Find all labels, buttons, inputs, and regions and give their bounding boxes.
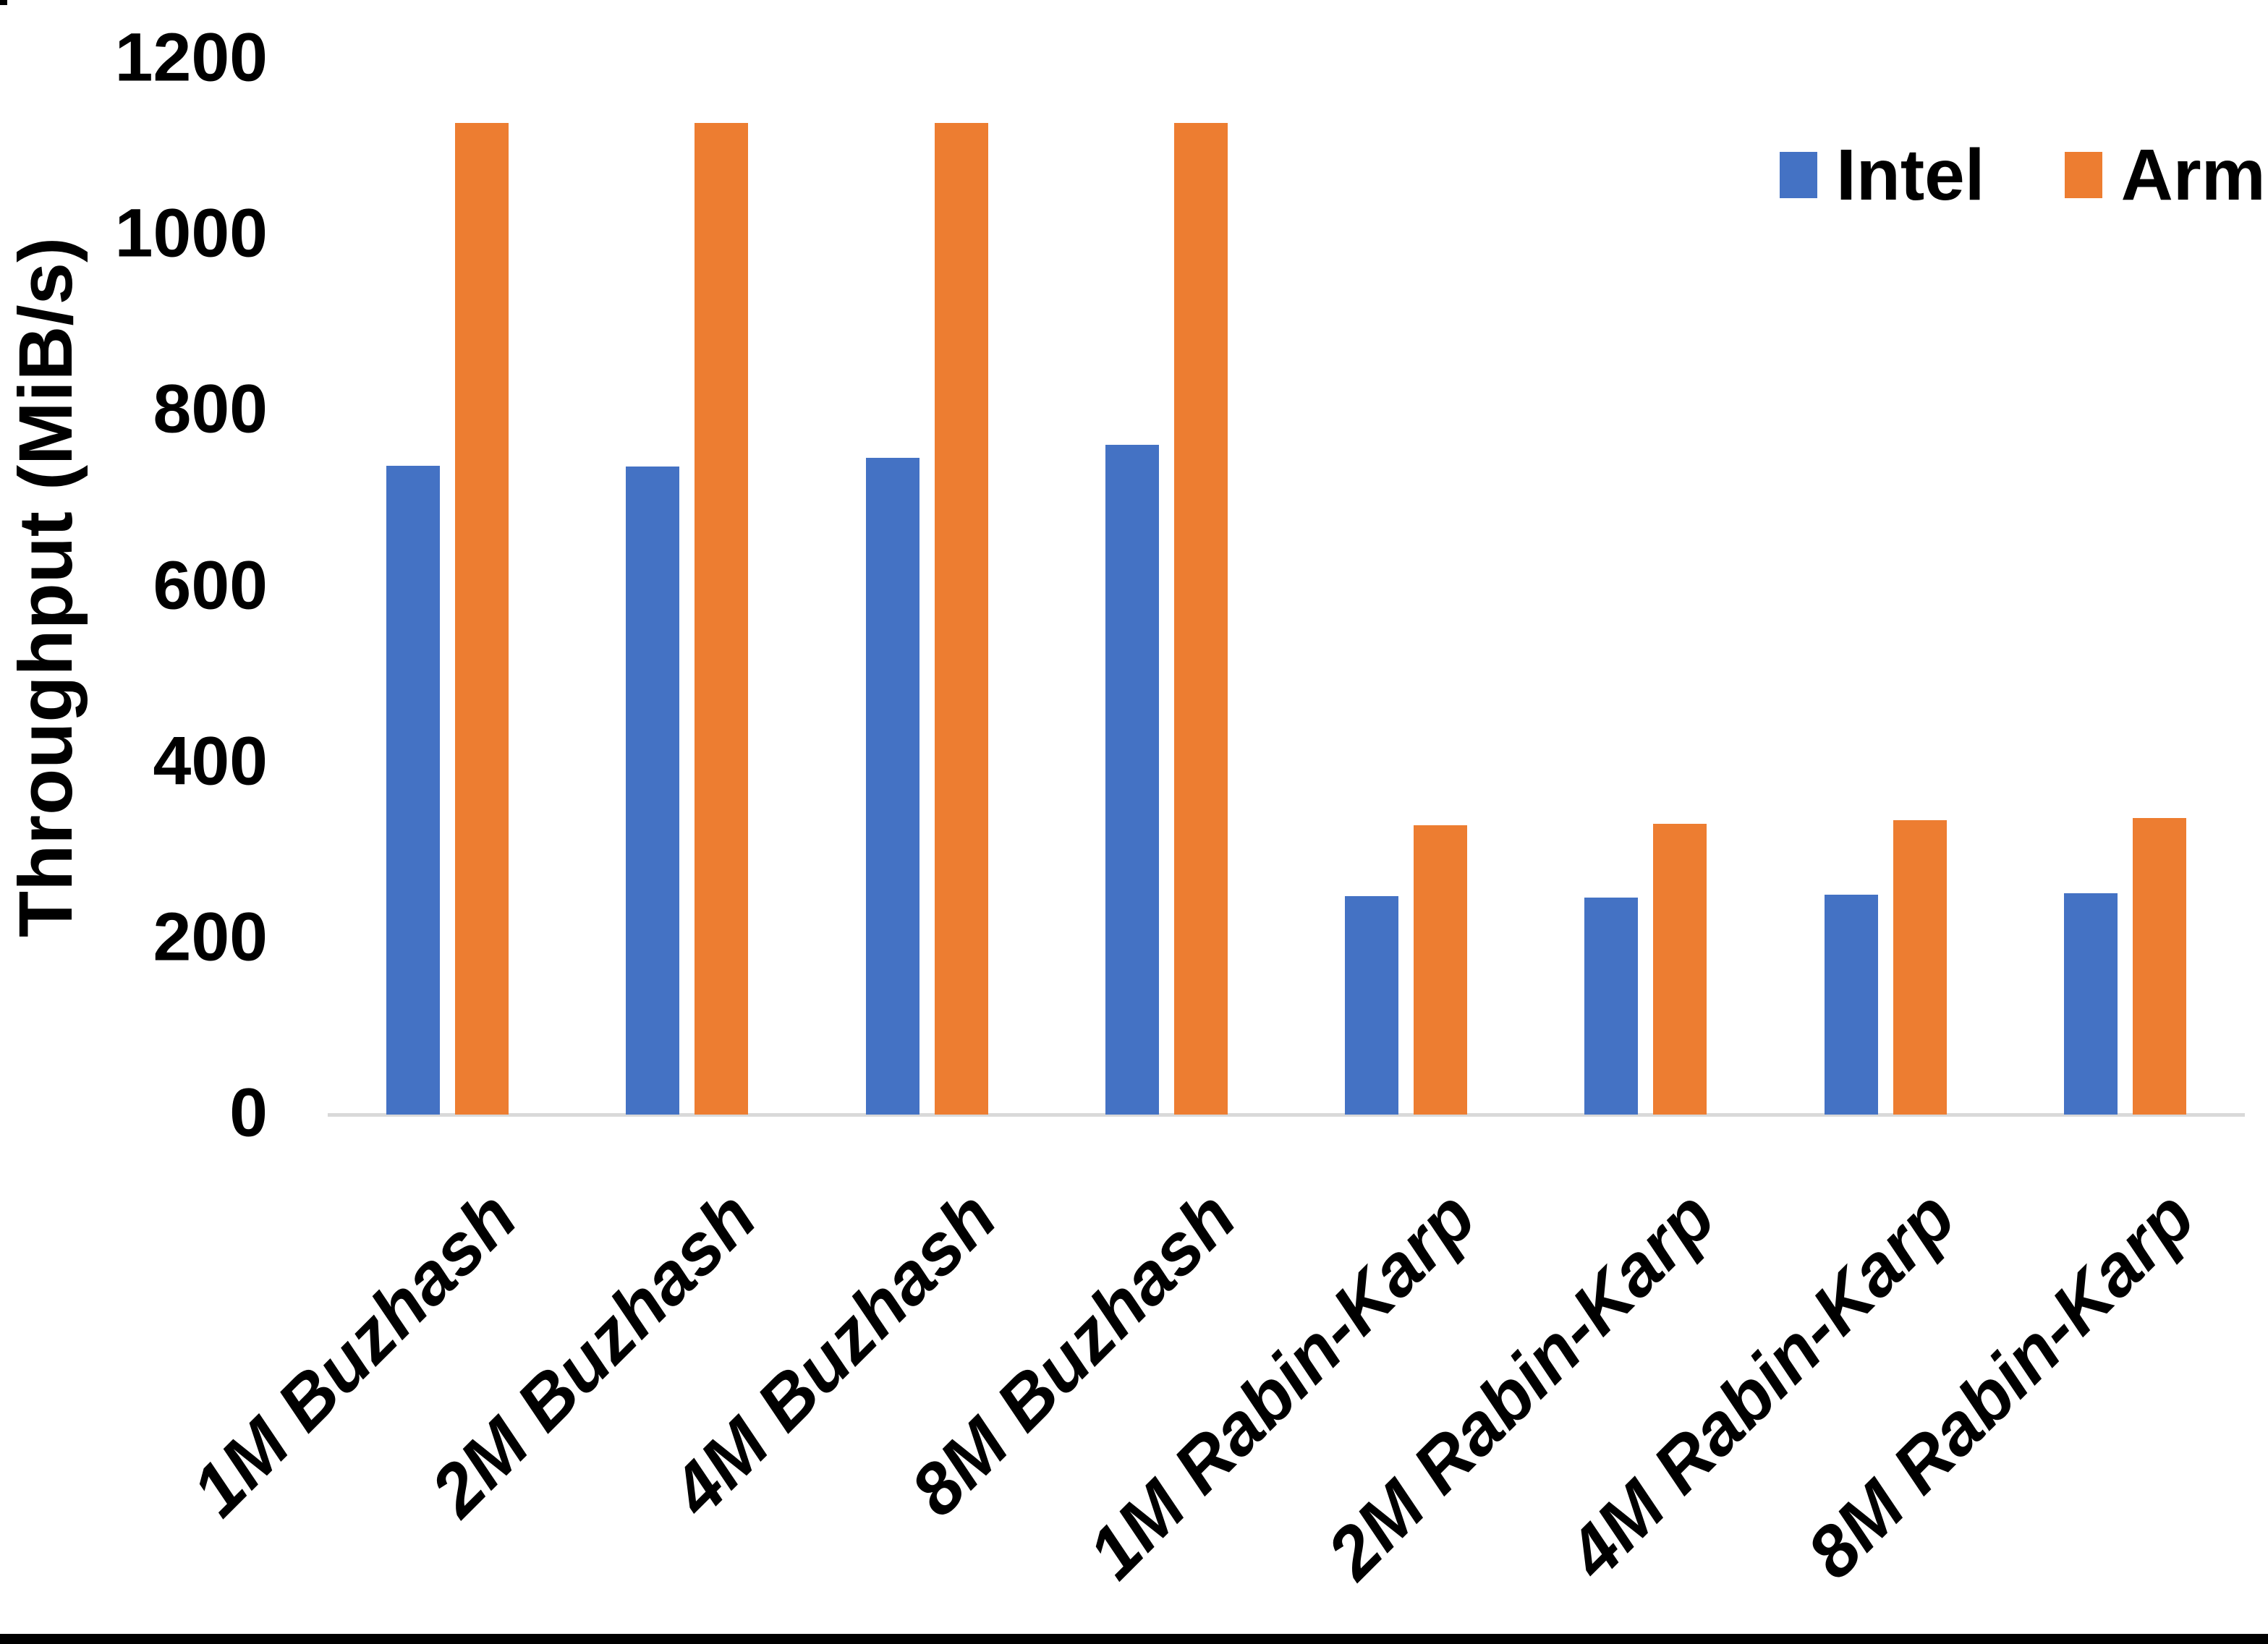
bar-arm-2m-rabin-karp (1653, 823, 1707, 1115)
bar-group-8m-buzhash (1047, 59, 1286, 1115)
y-tick-0: 0 (229, 1074, 268, 1151)
top-left-mark (0, 0, 7, 5)
bar-group-8m-rabin-karp (2005, 59, 2245, 1115)
legend-item-arm: Arm (2064, 135, 2266, 216)
bar-arm-8m-rabin-karp (2132, 818, 2186, 1115)
bar-arm-1m-rabin-karp (1414, 825, 1468, 1115)
bar-intel-2m-rabin-karp (1584, 897, 1639, 1115)
bar-intel-4m-rabin-karp (1824, 895, 1878, 1115)
bar-intel-2m-buzhash (626, 466, 680, 1115)
bar-arm-8m-buzhash (1173, 122, 1228, 1115)
legend: Intel Arm (1780, 139, 2266, 211)
bar-arm-1m-buzhash (455, 122, 509, 1115)
legend-swatch-arm (2064, 152, 2102, 198)
bar-arm-4m-buzhash (934, 122, 988, 1115)
legend-label-arm: Arm (2120, 135, 2266, 216)
bar-intel-4m-buzhash (865, 457, 919, 1115)
x-axis-line (328, 1113, 2245, 1117)
legend-item-intel: Intel (1780, 139, 1985, 211)
legend-label-intel: Intel (1836, 135, 1985, 216)
plot-area (328, 59, 2245, 1115)
bar-intel-1m-rabin-karp (1345, 896, 1399, 1115)
y-axis-title: Throughput (MiB/s) (4, 237, 88, 938)
bar-group-4m-buzhash (807, 59, 1047, 1115)
y-tick-400: 400 (153, 723, 268, 800)
bar-group-4m-rabin-karp (1766, 59, 2005, 1115)
y-tick-1000: 1000 (114, 195, 268, 272)
y-tick-1200: 1200 (114, 19, 268, 96)
y-tick-200: 200 (153, 898, 268, 976)
bottom-border (0, 1634, 2268, 1644)
y-tick-800: 800 (153, 370, 268, 448)
bar-group-1m-buzhash (328, 59, 567, 1115)
bar-intel-8m-buzhash (1105, 444, 1159, 1115)
bar-arm-4m-rabin-karp (1893, 819, 1947, 1115)
bar-group-2m-buzhash (567, 59, 807, 1115)
bar-group-1m-rabin-karp (1286, 59, 1526, 1115)
legend-swatch-intel (1780, 152, 1817, 198)
bar-group-2m-rabin-karp (1526, 59, 1765, 1115)
y-tick-600: 600 (153, 547, 268, 624)
bar-arm-2m-buzhash (695, 122, 749, 1115)
bar-intel-8m-rabin-karp (2063, 893, 2118, 1115)
bar-intel-1m-buzhash (386, 465, 441, 1115)
